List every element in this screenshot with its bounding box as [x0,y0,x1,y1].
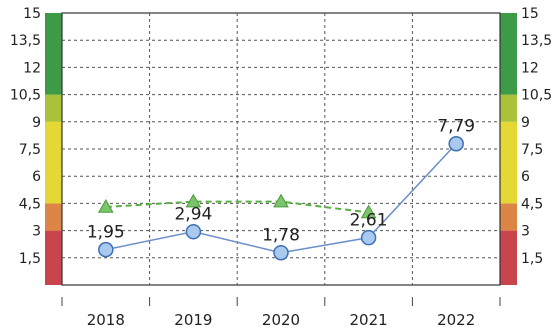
triangle-point-2 [273,193,289,208]
circle-point-0 [98,241,114,258]
triangle-point-3 [360,204,377,219]
triangle-point-1 [185,193,202,208]
y-tick-right-2: 4,5 [521,196,543,212]
left-color-scale [45,13,62,285]
triangle-point-0 [97,199,114,213]
y-tick-right-6: 10,5 [521,88,552,104]
right-color-scale [500,13,517,285]
y-tick-right-3: 6 [521,169,530,185]
data-label-2: 1,78 [262,226,300,246]
series-circles: 1,95 2,94 1,78 2,61 7,79 [87,117,475,261]
scale-band-right-2 [500,121,517,204]
circle-point-1 [185,223,202,240]
data-label-3: 2,61 [350,211,388,231]
series-layer: 1,95 2,94 1,78 2,61 7,79 [87,117,475,261]
y-tick-right-8: 13,5 [521,33,552,49]
circle-point-4 [448,135,464,152]
y-tick-right-0: 1,5 [521,251,543,267]
y-tick-left-5: 9 [32,115,41,131]
scale-band-left-4 [45,13,62,95]
y-axis-right: 1,5 3 4,5 6 7,5 9 10,5 12 13,5 15 [521,6,552,267]
scale-band-right-3 [500,94,517,122]
series-triangles-line [105,200,369,214]
y-tick-left-3: 6 [32,169,41,185]
y-tick-right-7: 12 [521,60,539,76]
y-axis-left: 1,5 3 4,5 6 7,5 9 10,5 12 13,5 15 [10,6,41,267]
data-label-1: 2,94 [174,205,212,225]
scale-band-right-0 [500,230,517,285]
y-tick-left-7: 12 [23,60,41,76]
y-tick-left-1: 3 [32,224,41,240]
scale-band-left-2 [45,121,62,204]
y-tick-left-2: 4,5 [19,196,41,212]
y-tick-left-8: 13,5 [10,33,41,49]
y-tick-right-4: 7,5 [521,142,543,158]
x-tick-label-3: 2021 [350,311,388,329]
scale-band-right-4 [500,13,517,95]
x-tick-label-0: 2018 [87,311,125,329]
x-tick-label-2: 2020 [262,311,300,329]
y-tick-left-6: 10,5 [10,88,41,104]
y-tick-left-4: 7,5 [19,142,41,158]
circle-point-3 [360,229,377,246]
data-label-4: 7,79 [437,117,475,137]
x-tick-label-4: 2022 [437,311,475,329]
data-label-0: 1,95 [87,223,125,243]
x-tick-label-1: 2019 [174,311,212,329]
scale-band-left-3 [45,94,62,122]
scale-band-left-0 [45,230,62,285]
y-tick-right-9: 15 [521,6,539,22]
y-tick-left-0: 1,5 [19,251,41,267]
series-triangles [97,193,377,219]
y-tick-right-5: 9 [521,115,530,131]
scale-band-right-1 [500,203,517,231]
scale-band-left-1 [45,203,62,231]
circle-point-2 [273,244,289,261]
x-axis: 2018 2019 2020 2021 2022 [61,297,501,329]
y-tick-right-1: 3 [521,224,530,240]
y-tick-left-9: 15 [23,6,41,22]
